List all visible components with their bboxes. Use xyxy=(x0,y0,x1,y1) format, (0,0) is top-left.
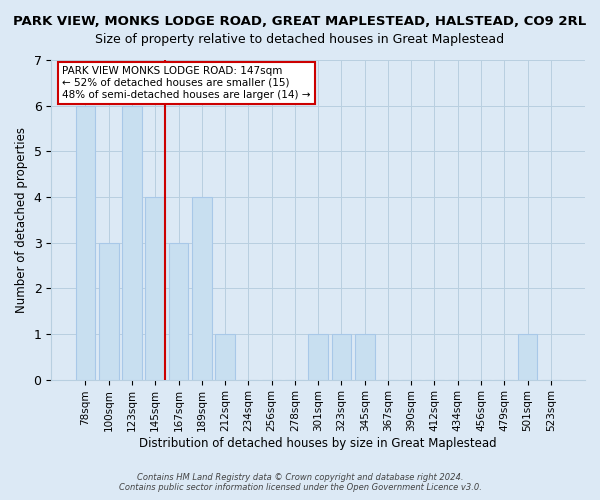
Bar xyxy=(145,197,165,380)
Bar xyxy=(76,106,95,380)
Text: Contains HM Land Registry data © Crown copyright and database right 2024.
Contai: Contains HM Land Registry data © Crown c… xyxy=(119,473,481,492)
Text: Size of property relative to detached houses in Great Maplestead: Size of property relative to detached ho… xyxy=(95,32,505,46)
Bar xyxy=(518,334,538,380)
Text: PARK VIEW, MONKS LODGE ROAD, GREAT MAPLESTEAD, HALSTEAD, CO9 2RL: PARK VIEW, MONKS LODGE ROAD, GREAT MAPLE… xyxy=(13,15,587,28)
Bar xyxy=(215,334,235,380)
Bar xyxy=(355,334,374,380)
Bar xyxy=(99,242,119,380)
Bar xyxy=(122,106,142,380)
Bar xyxy=(332,334,352,380)
Y-axis label: Number of detached properties: Number of detached properties xyxy=(15,127,28,313)
Text: PARK VIEW MONKS LODGE ROAD: 147sqm
← 52% of detached houses are smaller (15)
48%: PARK VIEW MONKS LODGE ROAD: 147sqm ← 52%… xyxy=(62,66,310,100)
Bar xyxy=(308,334,328,380)
Bar xyxy=(169,242,188,380)
X-axis label: Distribution of detached houses by size in Great Maplestead: Distribution of detached houses by size … xyxy=(139,437,497,450)
Bar xyxy=(192,197,212,380)
